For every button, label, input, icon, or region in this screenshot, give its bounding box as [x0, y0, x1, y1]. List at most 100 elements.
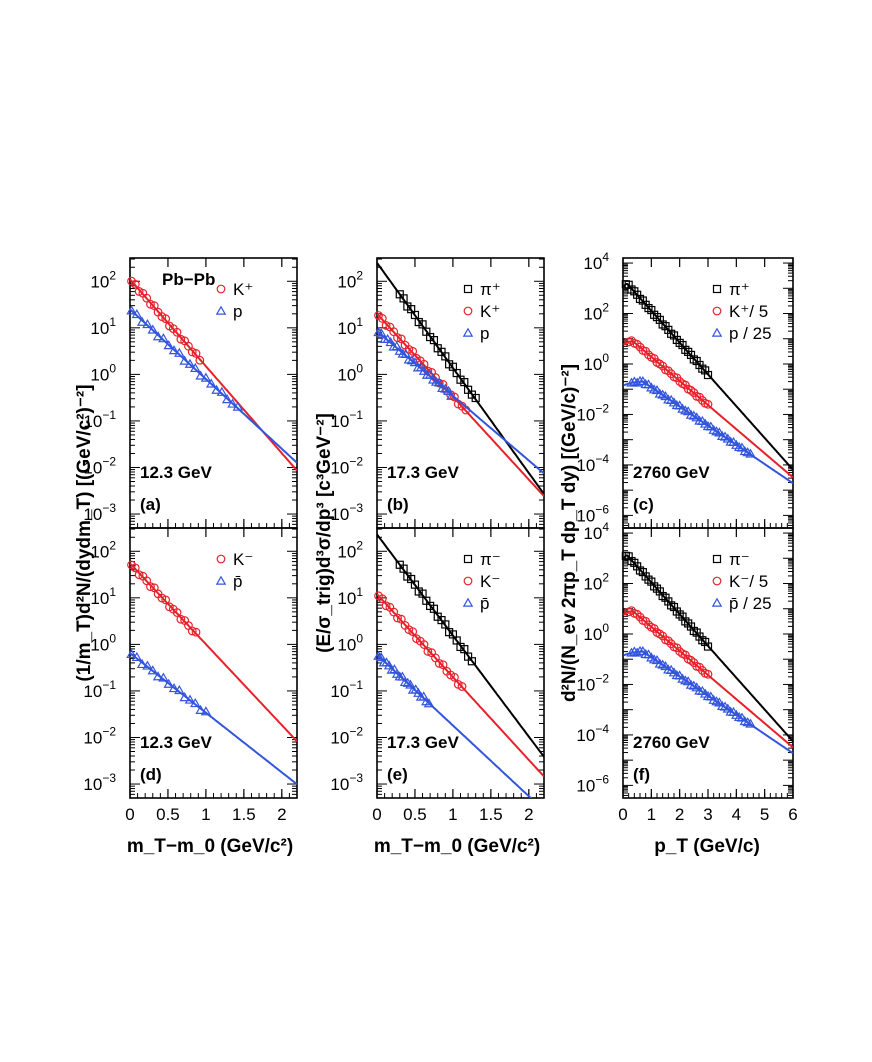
fit-curve-pbar — [130, 652, 297, 786]
data-point-p — [418, 365, 430, 375]
data-point-K- — [393, 613, 402, 623]
data-point-K-/5 — [655, 629, 665, 639]
data-point-pi- — [686, 622, 696, 631]
data-point-p — [400, 348, 412, 358]
data-point-p — [446, 390, 457, 400]
fit-curve-K- — [377, 593, 544, 778]
data-point-K+ — [172, 327, 182, 337]
data-point-K+ — [396, 334, 406, 344]
y-tick-label: 10−2 — [83, 454, 116, 477]
data-point-pbar — [405, 679, 416, 689]
legend-label-p/25: p / 25 — [729, 324, 772, 343]
data-point-p — [205, 378, 217, 388]
energy-label: 12.3 GeV — [140, 733, 212, 752]
data-point-p — [415, 362, 427, 372]
data-point-K- — [377, 594, 387, 604]
data-point-K- — [381, 601, 391, 611]
fit-curve-K+/5 — [623, 340, 793, 479]
x-tick-label: 0 — [125, 805, 134, 824]
xlabel-left: m_T−m_0 (GeV/c²) — [127, 836, 293, 857]
data-point-pi- — [429, 604, 439, 613]
legend-marker-K- — [463, 576, 473, 586]
data-point-pbar/25 — [711, 696, 722, 706]
data-point-K- — [419, 640, 429, 649]
data-point-pbar — [418, 691, 429, 701]
panel-label: (a) — [140, 495, 161, 514]
legend-label-K+/5: K⁺/ 5 — [729, 302, 768, 321]
data-point-K+/5 — [655, 359, 665, 369]
data-point-p — [200, 372, 212, 382]
data-point-K- — [149, 583, 159, 593]
data-point-p — [184, 358, 196, 368]
data-point-pi- — [678, 612, 687, 621]
data-point-K+ — [408, 346, 418, 356]
data-point-pi+ — [627, 285, 636, 294]
data-point-pi+ — [635, 294, 645, 304]
fit-curve-K+ — [377, 313, 544, 497]
xlabel-middle: m_T−m_0 (GeV/c²) — [374, 836, 540, 857]
data-point-K+ — [191, 349, 201, 358]
data-point-pi- — [650, 582, 659, 591]
data-point-pbar — [389, 664, 400, 674]
data-point-pbar/25 — [716, 700, 728, 710]
y-tick-label: 10−2 — [330, 454, 363, 477]
x-tick-label: 6 — [788, 805, 797, 824]
data-point-pbar — [179, 692, 190, 702]
data-point-pbar — [126, 648, 137, 659]
data-point-p/25 — [626, 377, 637, 387]
data-point-pbar/25 — [648, 654, 660, 664]
data-point-pbar — [397, 671, 408, 681]
data-point-pi+ — [650, 310, 659, 319]
y-tick-label: 104 — [583, 520, 609, 543]
y-tick-label: 100 — [90, 361, 116, 384]
x-tick-label: 1.5 — [232, 805, 256, 824]
data-point-K- — [176, 614, 186, 624]
y-tick-label: 10−3 — [330, 501, 363, 524]
energy-label: 2760 GeV — [633, 733, 710, 752]
data-point-K- — [408, 627, 418, 637]
ylabel-middle: (E/σ_trig)d³σ/dp³ [c³GeV⁻²] — [314, 413, 335, 653]
data-point-K+ — [187, 347, 197, 357]
data-point-pi- — [689, 626, 698, 636]
legend-label-K-/5: K⁻/ 5 — [729, 572, 768, 591]
data-point-p/25 — [745, 448, 756, 458]
legend-label-pbar: p̄ — [480, 594, 489, 613]
data-point-pi+ — [686, 350, 696, 360]
data-point-pi+ — [701, 366, 710, 375]
data-point-K+ — [381, 321, 391, 330]
data-point-K+ — [176, 334, 186, 344]
data-point-pi+ — [429, 336, 439, 345]
data-point-pi+ — [667, 329, 676, 338]
legend-marker-pbar — [215, 575, 227, 585]
data-point-pbar — [373, 650, 384, 660]
data-point-pbar/25 — [745, 718, 756, 728]
data-point-pi+ — [689, 355, 698, 364]
data-point-pi+ — [441, 352, 450, 361]
y-tick-label: 100 — [583, 621, 609, 644]
fit-curve-pbar — [377, 653, 533, 798]
data-point-p — [216, 386, 228, 396]
data-point-pbar — [383, 660, 395, 670]
legend-label-K-: K⁻ — [480, 572, 500, 591]
data-point-p — [179, 355, 190, 365]
x-tick-label: 5 — [760, 805, 769, 824]
panel-label: (d) — [140, 765, 162, 784]
data-point-p — [174, 347, 185, 357]
data-point-pi- — [627, 556, 636, 566]
y-tick-label: 10−1 — [83, 678, 116, 701]
data-point-pbar — [200, 706, 212, 716]
fit-curve-p — [130, 308, 297, 464]
fit-curve-K-/5 — [623, 610, 793, 749]
data-point-K- — [423, 646, 433, 656]
xlabel-right: p_T (GeV/c) — [654, 836, 760, 857]
panel-f: 0 1 2 3 4 5 6 10−6 10−4 10−2 100 102 104 π⁻ K⁻/ 5 p̄ / … — [576, 520, 797, 824]
data-point-pi- — [698, 636, 707, 645]
data-point-pbar — [163, 678, 174, 688]
legend-marker-pi- — [463, 554, 473, 564]
data-point-p — [409, 357, 421, 367]
legend-marker-K- — [216, 554, 226, 564]
y-tick-label: 102 — [337, 538, 363, 561]
data-point-pbar/25 — [629, 646, 640, 656]
data-point-pi+ — [698, 364, 707, 373]
